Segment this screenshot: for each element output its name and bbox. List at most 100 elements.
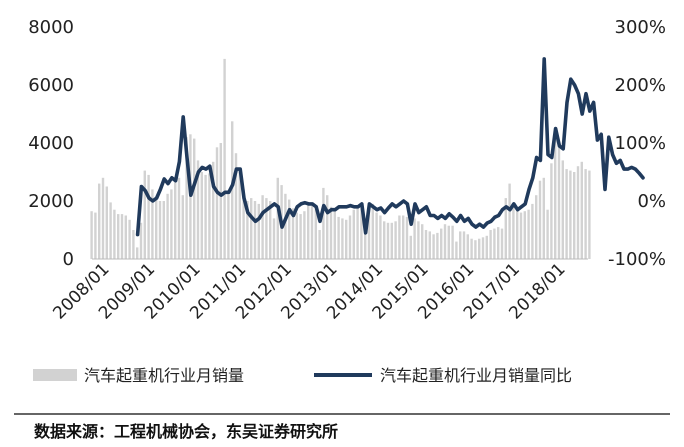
sales-bar [504,198,507,259]
sales-bar [546,209,549,259]
left-tick-label: 4000 [28,133,74,154]
right-axis: -100% 0% 100% 200% 300% [608,17,666,270]
sales-bar [120,214,124,259]
sales-bar [436,232,439,259]
sales-bar [238,172,241,259]
sales-bar [295,212,298,259]
sales-bar [219,143,222,259]
legend-bar-swatch [33,369,77,381]
sales-bar [554,140,557,259]
sales-bar [485,235,488,259]
sales-bar [193,138,196,259]
sales-bar [557,145,561,259]
sales-bar [538,180,542,259]
bars-layer [90,58,591,260]
sales-bar [329,206,333,259]
sales-bar [375,212,378,259]
sales-bar [276,177,279,259]
sales-bar [512,205,515,259]
sales-bar [288,199,291,259]
sales-bar [204,174,207,259]
sales-bar [124,215,127,259]
sales-bar [508,183,511,259]
sales-bar [223,58,226,260]
sales-bar [269,201,272,259]
sales-bar [550,163,553,259]
sales-bar [383,221,386,259]
sales-bar [117,214,120,259]
sales-bar [497,227,500,259]
sales-bar [405,216,409,259]
sales-bar [345,219,348,259]
sales-bar [500,228,504,259]
sales-bar [174,182,177,259]
sales-bar [212,161,215,259]
left-axis: 0 2000 4000 6000 8000 [28,17,74,270]
sales-bar [360,208,363,260]
sales-bar [424,230,428,259]
sales-bar [409,235,412,259]
legend-label-bar: 汽车起重机行业月销量 [84,366,244,385]
sales-bar [231,121,234,260]
sales-bar [421,224,424,259]
sales-bar [447,225,450,259]
sales-bar [253,201,257,259]
sales-bar [90,211,93,259]
sales-bar [132,230,135,259]
sales-bar [493,228,496,259]
sales-bar [94,212,97,259]
sales-bar [413,218,416,259]
sales-bar [322,187,325,259]
sales-bar [257,203,260,259]
sales-bar [314,205,317,259]
sales-bar [580,161,583,259]
sales-bar [588,170,591,259]
sales-bar [459,231,462,259]
legend-label-line: 汽车起重机行业月销量同比 [380,366,572,385]
sales-bar [234,153,238,259]
source-note: 数据来源：工程机械协会，东吴证券研究所 [34,422,338,441]
sales-bar [155,196,158,259]
legend: 汽车起重机行业月销量 汽车起重机行业月销量同比 [33,366,572,385]
sales-bar [481,237,485,260]
left-tick-label: 0 [63,249,74,270]
sales-bar [128,219,131,259]
right-tick-label: 0% [637,191,666,212]
sales-bar [162,201,165,259]
sales-bar [143,170,146,259]
sales-bar [318,230,321,259]
sales-bar [181,195,184,259]
sales-bar [333,211,336,259]
sales-bar [147,174,150,259]
sales-bar [272,218,276,259]
sales-bar [573,172,576,259]
sales-bar [542,177,545,259]
sales-bar [402,215,405,259]
sales-bar [584,169,587,259]
sales-bar [291,208,295,260]
sales-bar [356,208,359,260]
sales-bar [379,215,382,259]
sales-bar [527,209,530,259]
sales-bar [535,195,538,259]
sales-bar [261,195,264,259]
left-tick-label: 6000 [28,75,74,96]
x-axis: 2008/012009/012010/012011/012012/012013/… [49,259,569,323]
sales-bar [166,193,169,260]
sales-bar [227,192,230,259]
left-tick-label: 2000 [28,191,74,212]
sales-bar [158,201,162,259]
sales-bar [307,205,310,259]
sales-bar [348,215,352,259]
sales-bar [371,203,374,259]
sales-bar [489,230,492,259]
sales-bar [451,225,454,259]
sales-bar [310,203,314,259]
sales-bar [561,160,564,259]
sales-bar [246,201,249,259]
sales-bar [284,193,287,260]
sales-bar [136,247,139,259]
sales-bar [185,137,188,259]
